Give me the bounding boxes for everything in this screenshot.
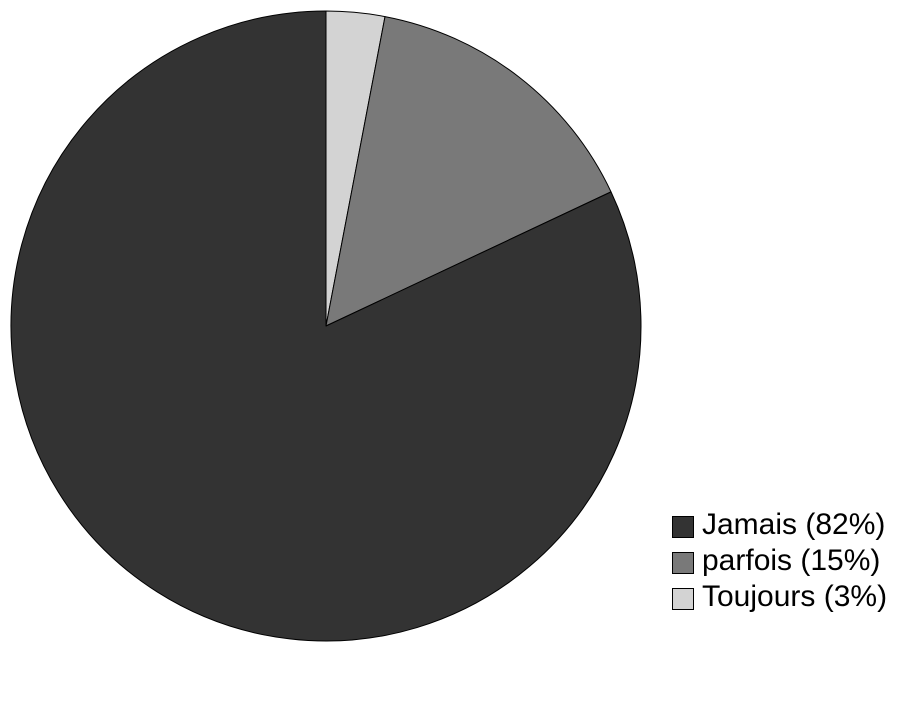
legend-item-jamais: Jamais (82%): [672, 508, 898, 542]
legend-swatch-toujours: [672, 588, 694, 610]
legend-swatch-jamais: [672, 516, 694, 538]
legend-item-toujours: Toujours (3%): [672, 580, 898, 614]
legend-label-parfois: parfois (15%): [702, 544, 881, 577]
legend: Jamais (82%) parfois (15%) Toujours (3%): [672, 508, 898, 616]
legend-label-toujours: Toujours (3%): [702, 580, 888, 613]
legend-label-jamais: Jamais (82%): [702, 508, 886, 541]
pie-slice-2: [10, 10, 642, 642]
pie-slices: [10, 10, 642, 642]
legend-item-parfois: parfois (15%): [672, 544, 898, 578]
pie-slice-1: [325, 16, 612, 327]
legend-swatch-parfois: [672, 552, 694, 574]
